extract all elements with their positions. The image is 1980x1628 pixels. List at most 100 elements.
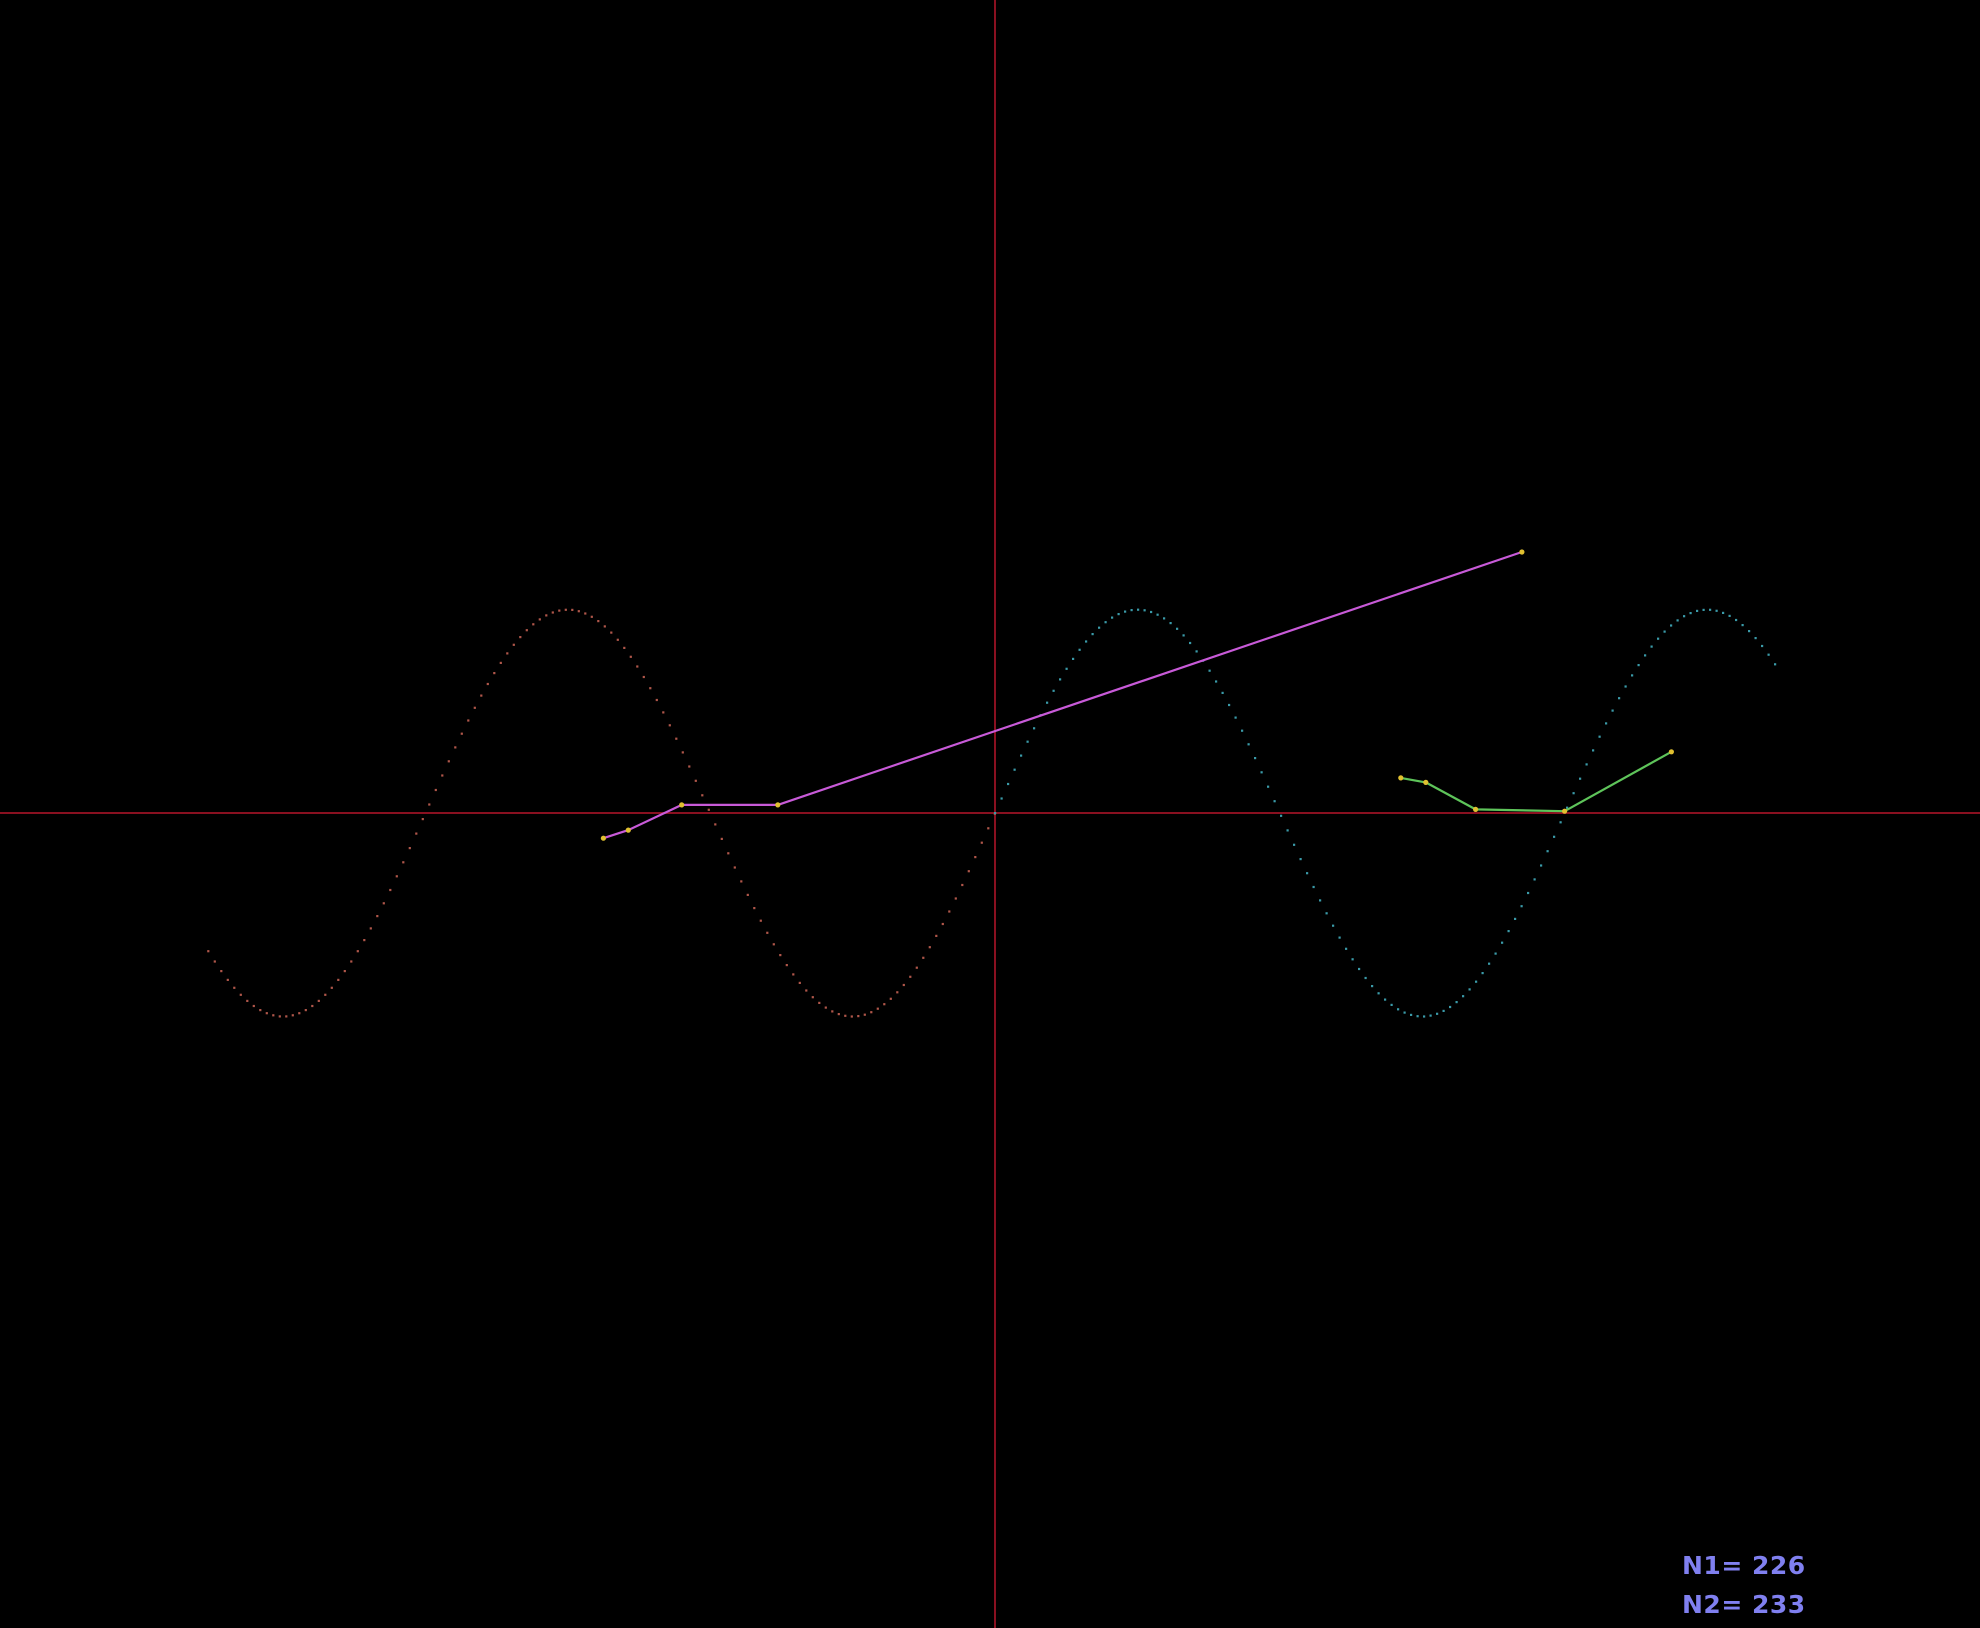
wave-dot [1572,792,1575,795]
wave-dot [1169,622,1172,625]
wave-dot [350,960,353,963]
wave-dot [1579,777,1582,780]
wave-dot [538,618,541,621]
wave-dot [532,623,535,626]
wave-dot [889,997,892,1000]
vertex-marker [1562,808,1568,814]
wave-dot [1624,685,1627,688]
wave-dot [369,927,372,930]
wave-dot [571,608,574,611]
wave-dot [1767,653,1770,656]
wave-dot [727,852,730,855]
wave-dot [1195,650,1198,653]
wave-dot [681,751,684,754]
wave-dot [408,847,411,850]
wave-dot [753,907,756,910]
wave-dot [1267,785,1270,788]
wave-dot [389,888,392,892]
wave-dot [994,812,997,815]
wave-dot [922,956,925,959]
wave-dot [1455,1001,1458,1004]
wave-dot [1507,930,1510,933]
wave-dot [577,610,580,613]
counter-n2-label: N2= 233 [1682,1590,1806,1619]
wave-dot [1046,701,1049,704]
wave-dot [759,919,762,922]
wave-dot [1000,797,1003,800]
wave-dot [688,765,691,768]
wave-dot [805,989,808,992]
wave-dot [1442,1009,1445,1012]
wave-dot [1676,619,1679,622]
wave-dot [902,983,905,987]
wave-dot [239,993,242,996]
wave-dot [857,1015,860,1018]
wave-dot [324,993,327,996]
wave-dot [363,939,366,942]
wave-dot [1761,644,1764,648]
wave-dot [740,880,743,883]
wave-dot [1650,645,1653,648]
wave-dot [441,774,444,777]
wave-dot [1182,634,1185,637]
wave-dot [636,665,639,668]
wave-dot [662,711,665,714]
wave-dot [1150,610,1153,614]
wave-dot [967,870,970,873]
wave-dot [779,954,782,957]
wave-dot [356,950,359,953]
wave-dot [317,999,320,1002]
wave-dot [1026,740,1029,743]
wave-dot [1728,614,1731,617]
wave-dot [1189,641,1192,645]
wave-dot [1559,821,1562,824]
wave-dot [1527,891,1530,895]
wave-dot [1325,912,1328,915]
vertex-marker [775,802,781,808]
wave-dot [213,960,216,963]
wave-dot [285,1015,288,1018]
wave-dot [545,614,548,617]
wave-dot [1319,899,1322,902]
wave-dot [1085,640,1088,643]
wave-dot [1462,995,1465,998]
wave-dot [1540,864,1543,867]
wave-dot [1611,709,1614,712]
wave-dot [798,981,801,984]
wave-dot [1715,609,1718,612]
wave-dot [1364,976,1367,980]
wave-dot [1696,609,1699,612]
wave-dot [259,1009,262,1012]
wave-dot [701,794,704,797]
left-sine-wave [207,608,996,1018]
wave-dot [1377,992,1380,995]
wave-dot [1709,608,1712,611]
wave-dot [1059,678,1062,681]
wave-dot [1124,610,1127,613]
vertex-marker [600,835,607,841]
wave-dot [1514,917,1517,920]
purple-polyline [600,549,1525,841]
wave-dot [1020,754,1023,757]
wave-dot [733,866,736,869]
wave-dot [948,910,951,913]
wave-dot [590,615,593,618]
wave-dot [1689,612,1692,615]
wave-dot [1286,829,1289,832]
wave-dot [818,1001,821,1004]
vertex-marker [1668,749,1674,755]
vertex-marker [1473,806,1479,813]
wave-dot [876,1007,879,1010]
vertex-marker [1398,775,1404,781]
wave-dot [720,837,723,840]
wave-dot [1605,722,1608,725]
wave-dot [1078,648,1081,651]
wave-dot [525,629,528,632]
wave-dot [506,652,509,655]
wave-dot [642,675,645,679]
vertex-marker [679,802,685,808]
wave-dot [1663,630,1666,633]
wave-dot [493,672,496,675]
